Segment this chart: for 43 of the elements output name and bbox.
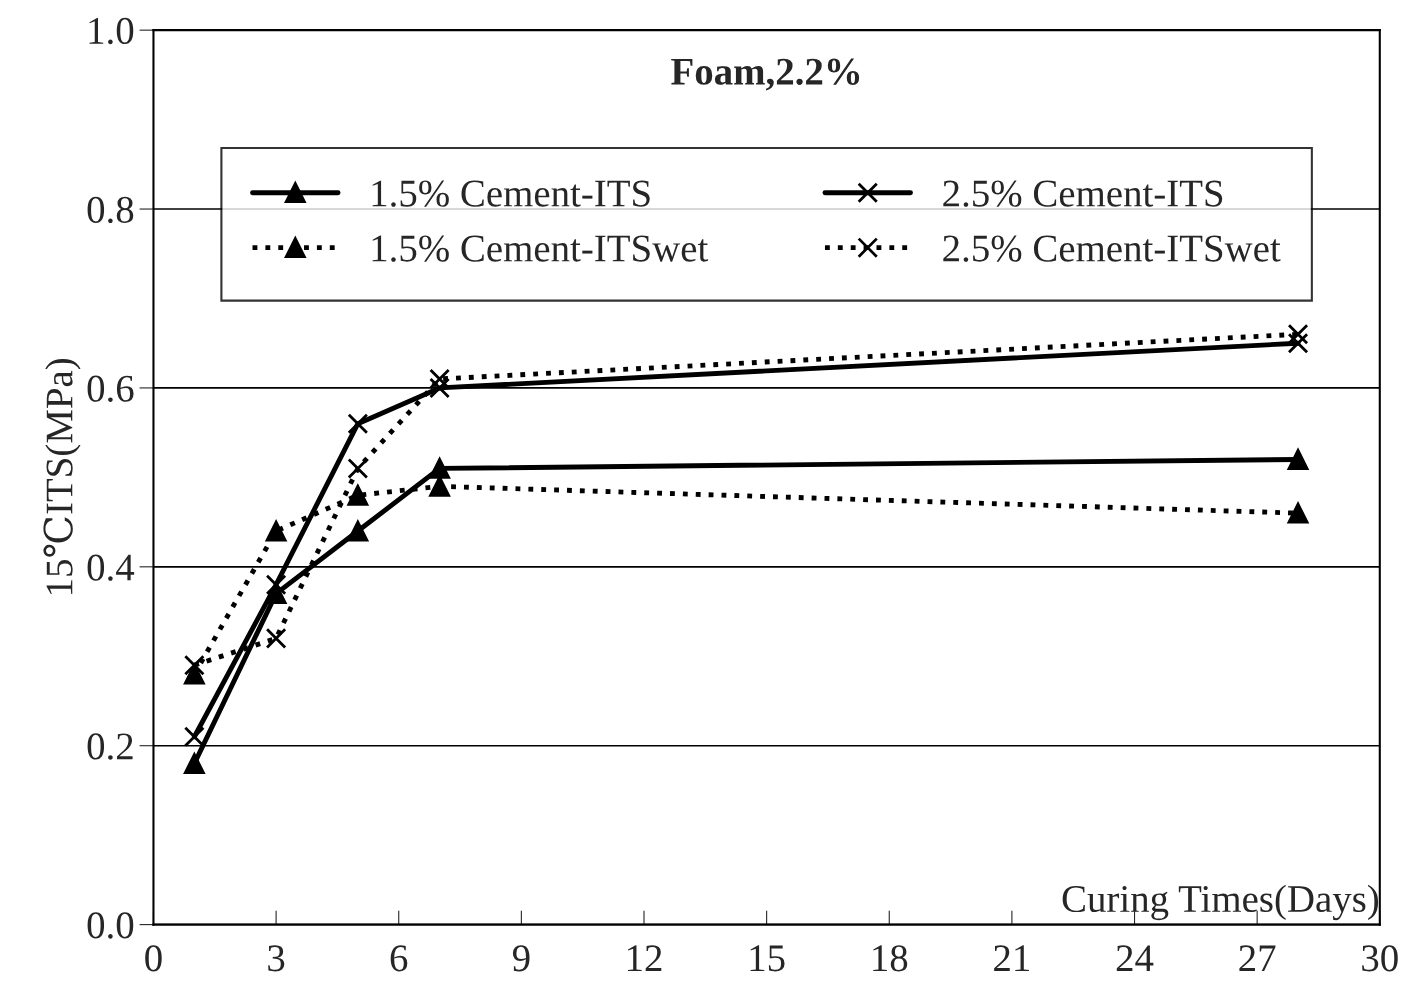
point bbox=[183, 726, 205, 748]
y-tick-label: 0.8 bbox=[87, 196, 134, 224]
point bbox=[1287, 332, 1309, 354]
legend-label: 2.5% Cement-ITSwet bbox=[943, 235, 1281, 262]
point bbox=[183, 654, 205, 676]
y-tick-label: 0.4 bbox=[87, 554, 135, 581]
point bbox=[265, 520, 287, 542]
point bbox=[429, 377, 451, 399]
y-tick-label: 0.2 bbox=[87, 733, 133, 760]
x-tick-label: 27 bbox=[1239, 945, 1276, 972]
x-tick-label: 0 bbox=[145, 945, 162, 972]
point bbox=[265, 627, 287, 649]
point bbox=[1287, 502, 1309, 524]
legend-label: 2.5% Cement-ITS bbox=[943, 180, 1223, 207]
legend-label: 1.5% Cement-ITS bbox=[372, 180, 650, 207]
y-tick-label: 0.0 bbox=[87, 912, 134, 939]
y-tick-label: 1.0 bbox=[89, 17, 134, 45]
y-tick-label: 0.6 bbox=[87, 375, 134, 402]
x-axis-title: Curing Times(Days) bbox=[1062, 884, 1379, 921]
x-tick-label: 9 bbox=[512, 945, 530, 972]
x-tick-label: 24 bbox=[1116, 945, 1154, 972]
y-axis-title: 15℃ITS(MPa) bbox=[43, 359, 81, 594]
x-tick-label: 6 bbox=[390, 945, 408, 972]
x-tick-label: 21 bbox=[994, 945, 1030, 972]
point bbox=[347, 520, 369, 542]
point bbox=[429, 458, 451, 479]
point bbox=[183, 663, 205, 685]
point bbox=[347, 484, 369, 506]
x-tick-label: 18 bbox=[873, 945, 908, 972]
legend-label: 1.5% Cement-ITSwet bbox=[372, 235, 709, 262]
point bbox=[347, 413, 369, 435]
point bbox=[183, 753, 205, 775]
x-tick-label: 3 bbox=[268, 945, 285, 972]
text: Foam,2.2% bbox=[671, 58, 860, 91]
x-tick-label: 15 bbox=[750, 945, 785, 972]
x-tick-label: 12 bbox=[627, 945, 662, 972]
point bbox=[429, 475, 451, 497]
point bbox=[1287, 449, 1309, 470]
point bbox=[347, 458, 369, 479]
point bbox=[1287, 323, 1309, 345]
x-tick-label: 30 bbox=[1362, 945, 1398, 972]
point bbox=[429, 368, 451, 390]
point bbox=[265, 574, 287, 596]
